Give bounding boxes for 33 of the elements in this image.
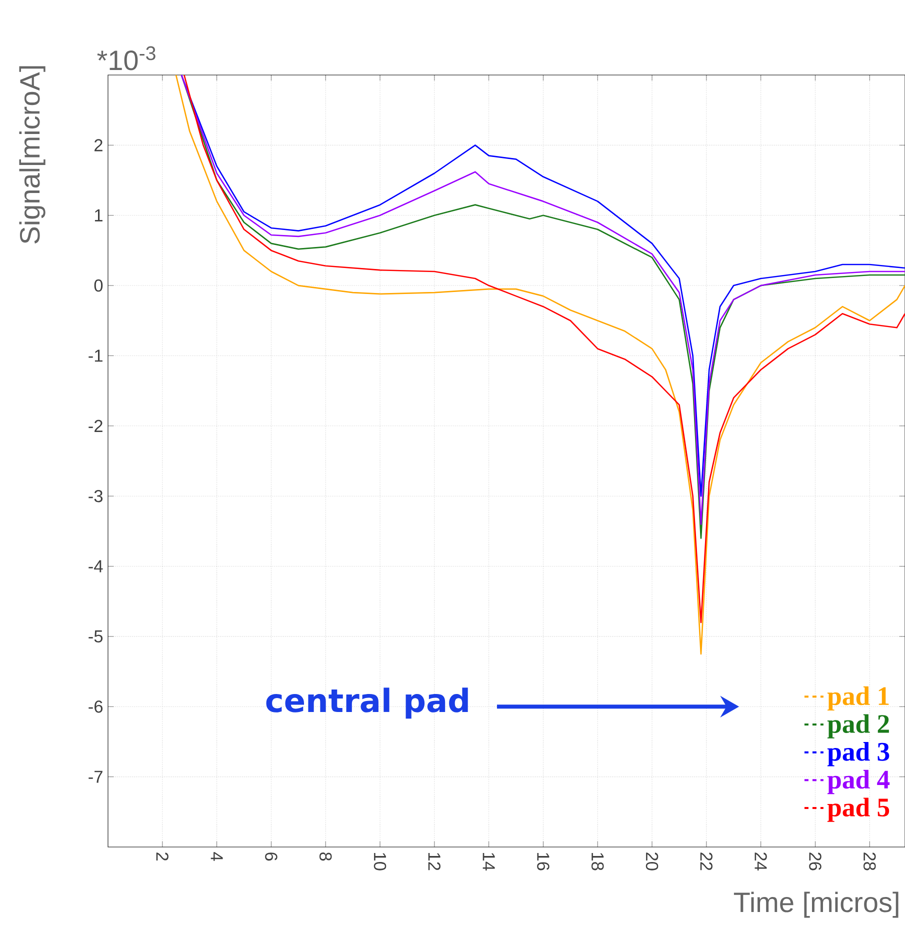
y-tick-label: -4 (88, 560, 103, 572)
y-tick-label: -2 (88, 420, 102, 432)
x-tick-label: 16 (537, 853, 550, 870)
legend-label: pad 3 (827, 742, 890, 766)
legend-label: pad 1 (827, 686, 889, 711)
x-tick-label: 28 (864, 852, 876, 870)
y-axis-title: Signal[microA] (19, 66, 46, 244)
y-tick-label: 1 (94, 209, 102, 222)
y-tick-label: -3 (88, 490, 103, 502)
legend-label: pad 4 (827, 770, 890, 794)
y-tick-label: 0 (94, 279, 103, 292)
y-tick-label: -5 (88, 630, 103, 642)
x-axis-title: Time [micros] (734, 892, 898, 918)
legend-label: pad 2 (827, 714, 889, 738)
y-tick-label: -1 (88, 350, 102, 362)
text: *10$^{-3}$ (97, 46, 156, 70)
x-tick-label: 2 (156, 852, 168, 860)
x-tick-label: 10 (374, 853, 386, 870)
y-tick-label: -7 (88, 770, 102, 783)
x-tick-label: 6 (265, 852, 278, 861)
x-tick-label: 22 (700, 852, 712, 870)
y-tick-label: -6 (88, 700, 103, 713)
x-tick-label: 24 (754, 852, 767, 870)
x-tick-label: 4 (210, 852, 223, 861)
x-tick-label: 20 (646, 852, 658, 870)
x-tick-label: 12 (428, 853, 440, 870)
x-tick-label: 18 (591, 853, 604, 870)
x-tick-label: 8 (319, 852, 332, 861)
x-tick-label: 14 (482, 853, 495, 870)
legend-label: pad 5 (827, 798, 890, 822)
y-tick-label: 2 (94, 139, 102, 152)
x-tick-label: 26 (809, 852, 822, 870)
annotation: central pad (266, 688, 468, 719)
